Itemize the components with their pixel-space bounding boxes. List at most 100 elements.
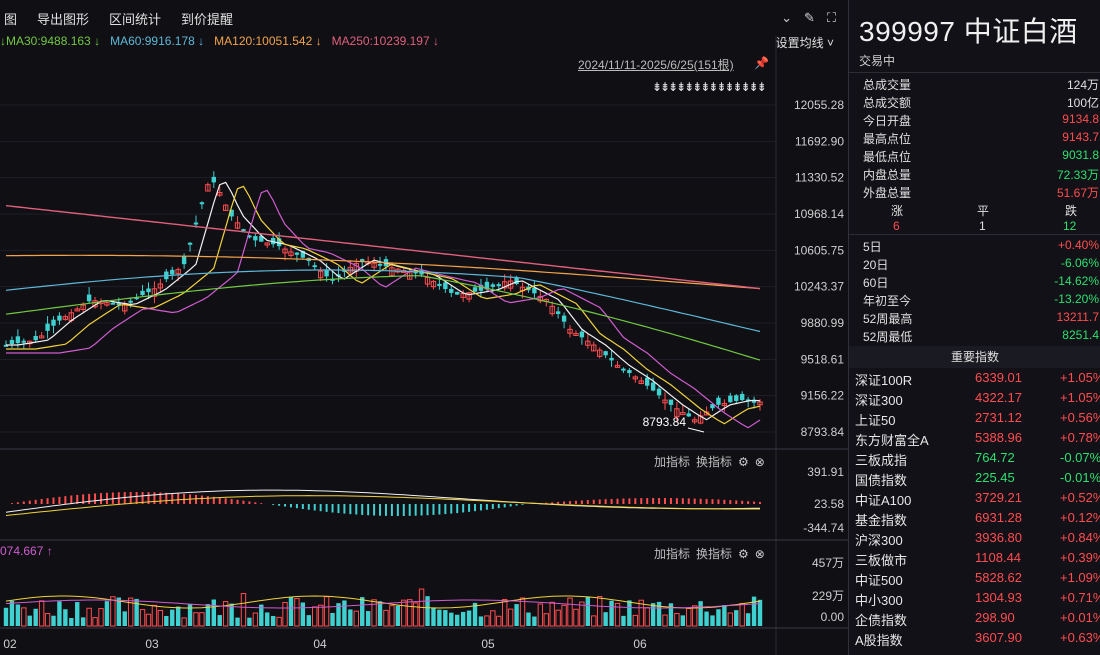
- index-row[interactable]: 三板做市 1108.44 +0.39%: [855, 550, 1100, 570]
- index-row[interactable]: 沪深300 3936.80 +0.84%: [855, 530, 1100, 550]
- volume-bar: [579, 601, 585, 627]
- candle-body: [336, 274, 341, 277]
- volume-bar: [472, 602, 478, 626]
- stat-value: 51.67万: [1056, 186, 1099, 200]
- index-row[interactable]: A股指数 3607.90 +0.63%: [855, 630, 1100, 650]
- add-indicator-button[interactable]: 加指标: [654, 455, 691, 469]
- fullscreen-icon[interactable]: ⛶: [826, 10, 836, 25]
- ma-settings-button[interactable]: 设置均线 ˅: [775, 36, 834, 50]
- candle-body: [555, 311, 561, 314]
- close-icon-2[interactable]: ⊗: [754, 546, 765, 561]
- candle-body: [80, 304, 86, 310]
- volume-bar: [300, 602, 306, 626]
- candle-body: [751, 400, 757, 403]
- volume-bar: [21, 607, 27, 627]
- volume-bar: [86, 607, 92, 627]
- candle-body: [543, 298, 549, 302]
- volume-bar: [15, 604, 21, 626]
- period-label: 20日: [863, 258, 889, 272]
- menu-range-stats[interactable]: 区间统计: [109, 11, 162, 27]
- swap-indicator-button[interactable]: 换指标: [696, 455, 733, 469]
- period-value: -6.06%: [1060, 256, 1099, 270]
- index-change: +0.52%: [1060, 490, 1100, 505]
- volume-bar: [627, 600, 632, 626]
- index-row[interactable]: 中证500 5828.62 +1.09%: [855, 570, 1100, 590]
- volume-bar: [751, 596, 757, 626]
- price-axis-label: 12055.28: [794, 98, 844, 112]
- volume-bar: [360, 597, 365, 626]
- volume-bar: [484, 615, 490, 627]
- volume-bar: [288, 597, 294, 626]
- candle-body: [288, 251, 294, 256]
- index-row[interactable]: 中证A100 3729.21 +0.52%: [855, 490, 1100, 510]
- index-row[interactable]: 深证100R 6339.01 +1.05%: [855, 370, 1100, 390]
- menu-price-alert[interactable]: 到价提醒: [181, 11, 234, 27]
- volume-bar: [342, 600, 347, 626]
- volume-bar: [401, 599, 407, 627]
- menu-chart[interactable]: 图: [4, 11, 18, 27]
- volume-bar: [555, 609, 561, 627]
- candle-body: [270, 237, 276, 245]
- pin-icon[interactable]: 📌: [754, 56, 769, 70]
- price-axis-label: 8793.84: [801, 425, 845, 439]
- volume-bar: [585, 596, 591, 626]
- volume-bar: [151, 604, 158, 627]
- ma30-label: ↓MA30:9488.163 ↓: [0, 34, 101, 48]
- volume-bar: [573, 608, 579, 627]
- volume-bar: [104, 601, 110, 626]
- quote-panel: 399997 中证白酒 交易中 总成交量 124万 总成交额 100亿 今日开盘 9134…: [848, 0, 1100, 655]
- index-row[interactable]: 东方财富全A 5388.96 +0.78%: [855, 430, 1100, 450]
- volume-bar: [145, 613, 152, 627]
- key-indices-header: 重要指数: [849, 346, 1100, 368]
- candle-body: [573, 333, 579, 337]
- index-row[interactable]: 国债指数 225.45 -0.01%: [855, 470, 1100, 490]
- swap-indicator-button-2[interactable]: 换指标: [696, 547, 733, 561]
- index-row[interactable]: 上证50 2731.12 +0.56%: [855, 410, 1100, 430]
- volume-axis-label: 457万: [812, 556, 844, 570]
- candle-body: [146, 288, 151, 293]
- menu-export-chart[interactable]: 导出图形: [37, 11, 90, 27]
- gear-icon[interactable]: ⚙: [738, 454, 749, 469]
- index-price: 225.45: [975, 470, 1015, 485]
- candle-body: [614, 364, 621, 368]
- ma30-line: [5, 275, 761, 361]
- index-row[interactable]: 三板成指 764.72 -0.07%: [855, 450, 1100, 470]
- candle-body: [164, 271, 169, 280]
- collapse-icon[interactable]: ⌄: [781, 10, 792, 25]
- candle-body: [686, 413, 691, 417]
- min-price-pointer: [687, 427, 705, 433]
- volume-bar: [460, 611, 466, 626]
- candle-body: [561, 315, 567, 322]
- candle-body: [728, 395, 733, 403]
- gear-icon-2[interactable]: ⚙: [738, 546, 749, 561]
- stat-label: 最低点位: [863, 150, 912, 164]
- volume-bar: [407, 599, 413, 627]
- up-count: 6: [893, 219, 900, 233]
- volume-bar: [164, 615, 169, 626]
- volume-bar: [722, 604, 727, 626]
- candle-body: [621, 368, 626, 371]
- volume-bar: [317, 604, 324, 627]
- candle-body: [170, 269, 175, 275]
- candle-body: [437, 283, 442, 286]
- candle-body: [247, 235, 252, 238]
- close-icon[interactable]: ⊗: [754, 454, 765, 469]
- candle-body: [656, 388, 662, 396]
- draw-pen-icon[interactable]: ✎: [803, 10, 815, 25]
- candle-body: [650, 382, 656, 391]
- index-row[interactable]: 深证300 4322.17 +1.05%: [855, 390, 1100, 410]
- candle-body: [217, 192, 223, 196]
- add-indicator-button-2[interactable]: 加指标: [654, 547, 691, 561]
- stat-label: 内盘总量: [863, 168, 912, 182]
- period-row: 52周最低 8251.4: [863, 328, 1100, 346]
- period-row: 60日 -14.62%: [863, 274, 1100, 292]
- macd-panel-tools: 加指标 换指标 ⚙ ⊗: [654, 453, 765, 470]
- date-range-label[interactable]: 2024/11/11-2025/6/25(151根): [578, 58, 734, 72]
- index-row[interactable]: 基金指数 6931.28 +0.12%: [855, 510, 1100, 530]
- index-row[interactable]: 中小300 1304.93 +0.71%: [855, 590, 1100, 610]
- candle-body: [175, 269, 181, 274]
- index-row[interactable]: 企债指数 298.90 +0.01%: [855, 610, 1100, 630]
- candle-body: [519, 286, 526, 292]
- down-count: 12: [1063, 219, 1077, 233]
- index-price: 3936.80: [975, 530, 1022, 545]
